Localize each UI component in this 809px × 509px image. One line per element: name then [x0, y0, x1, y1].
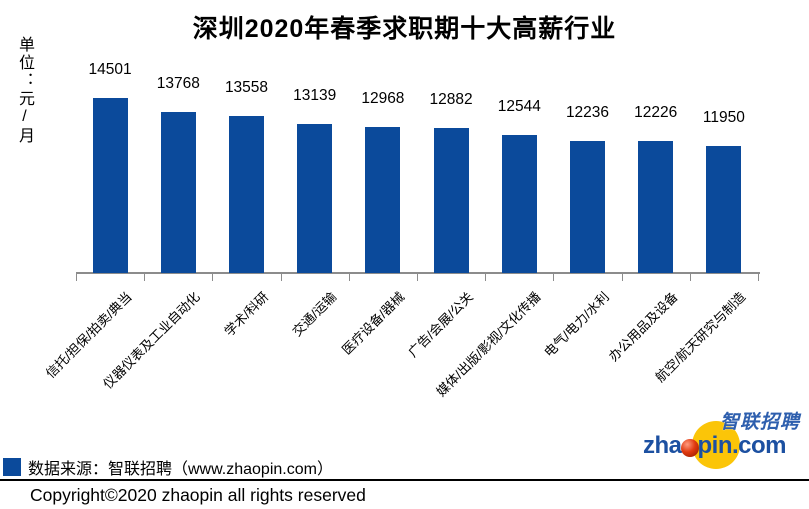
bar-value-label: 13558 — [224, 78, 269, 96]
logo-latin-prefix: zha — [643, 432, 682, 459]
legend-source-text: 数据来源：智联招聘（www.zhaopin.com） — [28, 461, 333, 478]
bar — [92, 97, 128, 273]
category-label: 学术/科研 — [221, 289, 272, 340]
bar — [706, 146, 742, 273]
axis-tick — [280, 274, 282, 281]
category-label: 广告/会展/公关 — [404, 289, 476, 360]
logo-latin-text: zha pin.com — [643, 432, 787, 460]
logo-red-ball-icon — [680, 438, 699, 457]
bar — [570, 140, 605, 273]
bar — [365, 126, 401, 273]
logo-cn-text: 智联招聘 — [719, 412, 800, 433]
bar-value-label: 12882 — [429, 91, 473, 109]
logo-latin-suffix: pin.com — [697, 432, 787, 459]
category-label: 交通/运输 — [289, 289, 340, 340]
legend-swatch-icon — [3, 458, 21, 476]
axis-tick — [621, 274, 623, 281]
axis-tick — [689, 274, 691, 281]
bar — [297, 123, 333, 273]
category-label: 医疗设备/器械 — [339, 289, 408, 358]
logo-yellow-circle-icon — [692, 421, 740, 469]
bar — [501, 134, 537, 273]
bar-value-label: 13139 — [293, 86, 337, 104]
axis-tick — [553, 274, 555, 281]
chart-title: 深圳2020年春季求职期十大高薪行业 — [192, 15, 617, 43]
bar — [229, 115, 264, 273]
bar-value-label: 12968 — [361, 89, 405, 107]
axis-tick — [485, 274, 487, 281]
bar-value-label: 13768 — [156, 74, 200, 92]
x-axis-line — [76, 272, 760, 274]
bar — [433, 128, 469, 273]
axis-tick — [348, 274, 350, 281]
y-axis-unit-label: 单位：元/月 — [16, 36, 33, 145]
axis-tick — [76, 274, 77, 281]
bar — [160, 111, 196, 273]
axis-tick — [212, 274, 214, 281]
bar-value-label: 12236 — [565, 103, 610, 121]
legend: 数据来源：智联招聘（www.zhaopin.com） — [3, 455, 333, 479]
zhaopin-logo: 智联招聘 zha pin.com — [640, 406, 802, 476]
copyright-text: Copyright©2020 zhaopin all rights reserv… — [30, 485, 366, 505]
bar-value-label: 12544 — [497, 97, 541, 115]
bar-value-label: 11950 — [702, 109, 745, 127]
bar-value-label: 12226 — [634, 103, 678, 121]
axis-tick — [144, 274, 146, 281]
category-label: 电气/电力/水利 — [541, 289, 613, 360]
bar-value-label: 14501 — [88, 60, 132, 78]
axis-tick — [417, 274, 418, 281]
axis-tick — [758, 274, 759, 281]
divider-line — [0, 479, 809, 481]
bar — [638, 140, 674, 273]
